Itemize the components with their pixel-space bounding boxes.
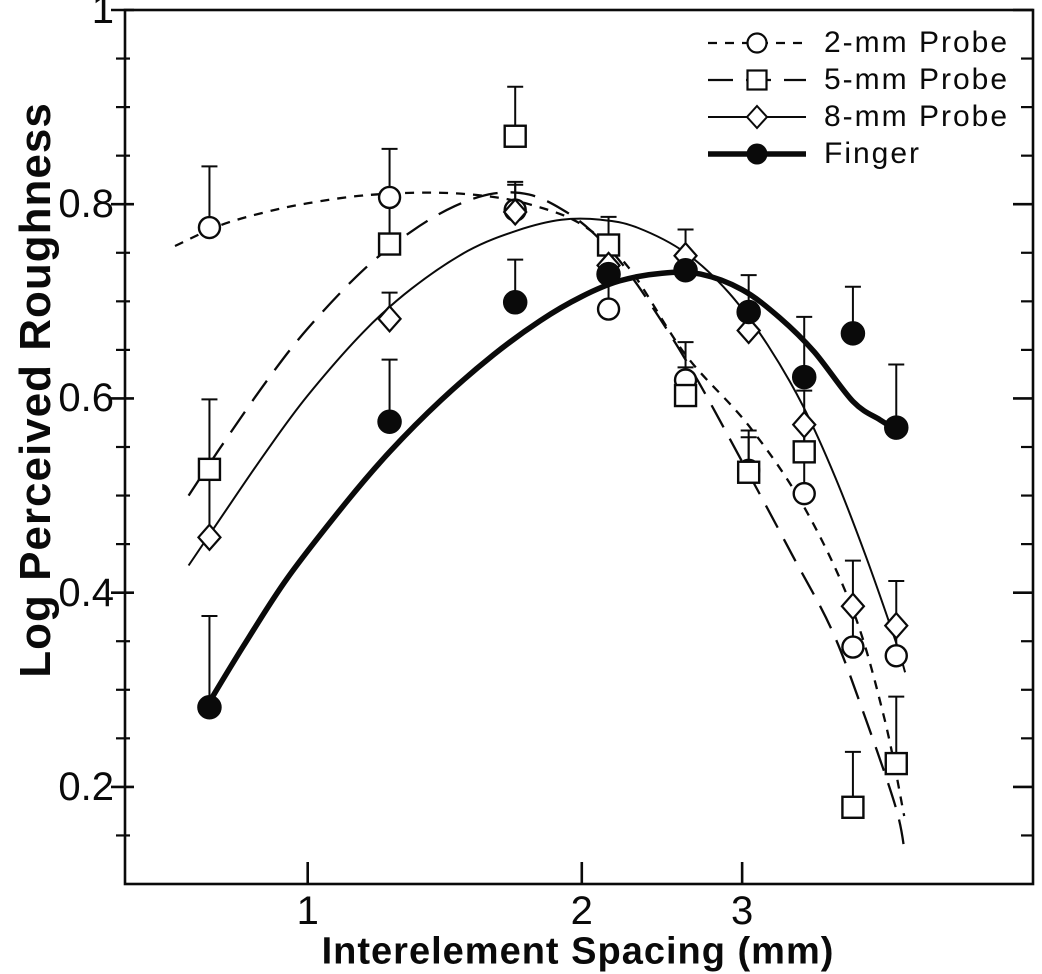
y-tick-label: 0.6 [58, 376, 114, 421]
x-tick-label: 3 [731, 889, 754, 933]
legend-item-finger: Finger [706, 135, 1009, 172]
thick-solid-filled-circle-swatch-icon [708, 143, 806, 164]
y-tick-label: 0.2 [58, 764, 114, 809]
x-axis-title: Interelement Spacing (mm) [321, 930, 835, 973]
legend-label: Finger [824, 136, 922, 170]
legend-label: 8-mm Probe [824, 99, 1010, 133]
x-tick-label: 2 [570, 889, 593, 933]
legend-item-5mm-probe: 5-mm Probe [706, 61, 1009, 98]
y-tick-label: 0.8 [58, 182, 114, 227]
legend: 2-mm Probe 5-mm Probe 8-mm Probe Finger [706, 24, 1009, 172]
legend-item-2mm-probe: 2-mm Probe [706, 24, 1009, 61]
y-tick-label: 1 [91, 0, 114, 32]
legend-label: 2-mm Probe [824, 25, 1010, 59]
long-dash-open-square-swatch-icon [708, 68, 806, 91]
y-tick-label: 0.4 [58, 570, 114, 615]
x-tick-label: 1 [296, 889, 319, 933]
legend-label: 5-mm Probe [824, 62, 1010, 96]
solid-open-diamond-swatch-icon [708, 104, 806, 129]
short-dash-open-circle-swatch-icon [708, 31, 806, 54]
legend-item-8mm-probe: 8-mm Probe [706, 98, 1009, 135]
